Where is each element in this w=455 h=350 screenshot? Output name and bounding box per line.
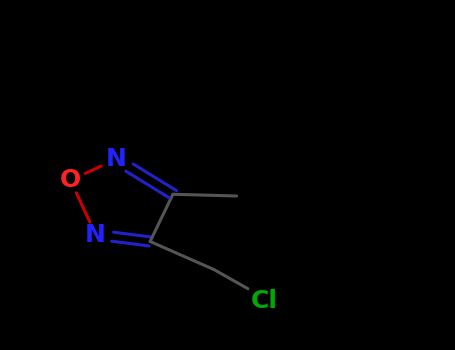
Text: Cl: Cl [250, 289, 278, 313]
Text: N: N [106, 147, 126, 171]
Text: N: N [85, 223, 106, 246]
Text: O: O [60, 168, 81, 192]
